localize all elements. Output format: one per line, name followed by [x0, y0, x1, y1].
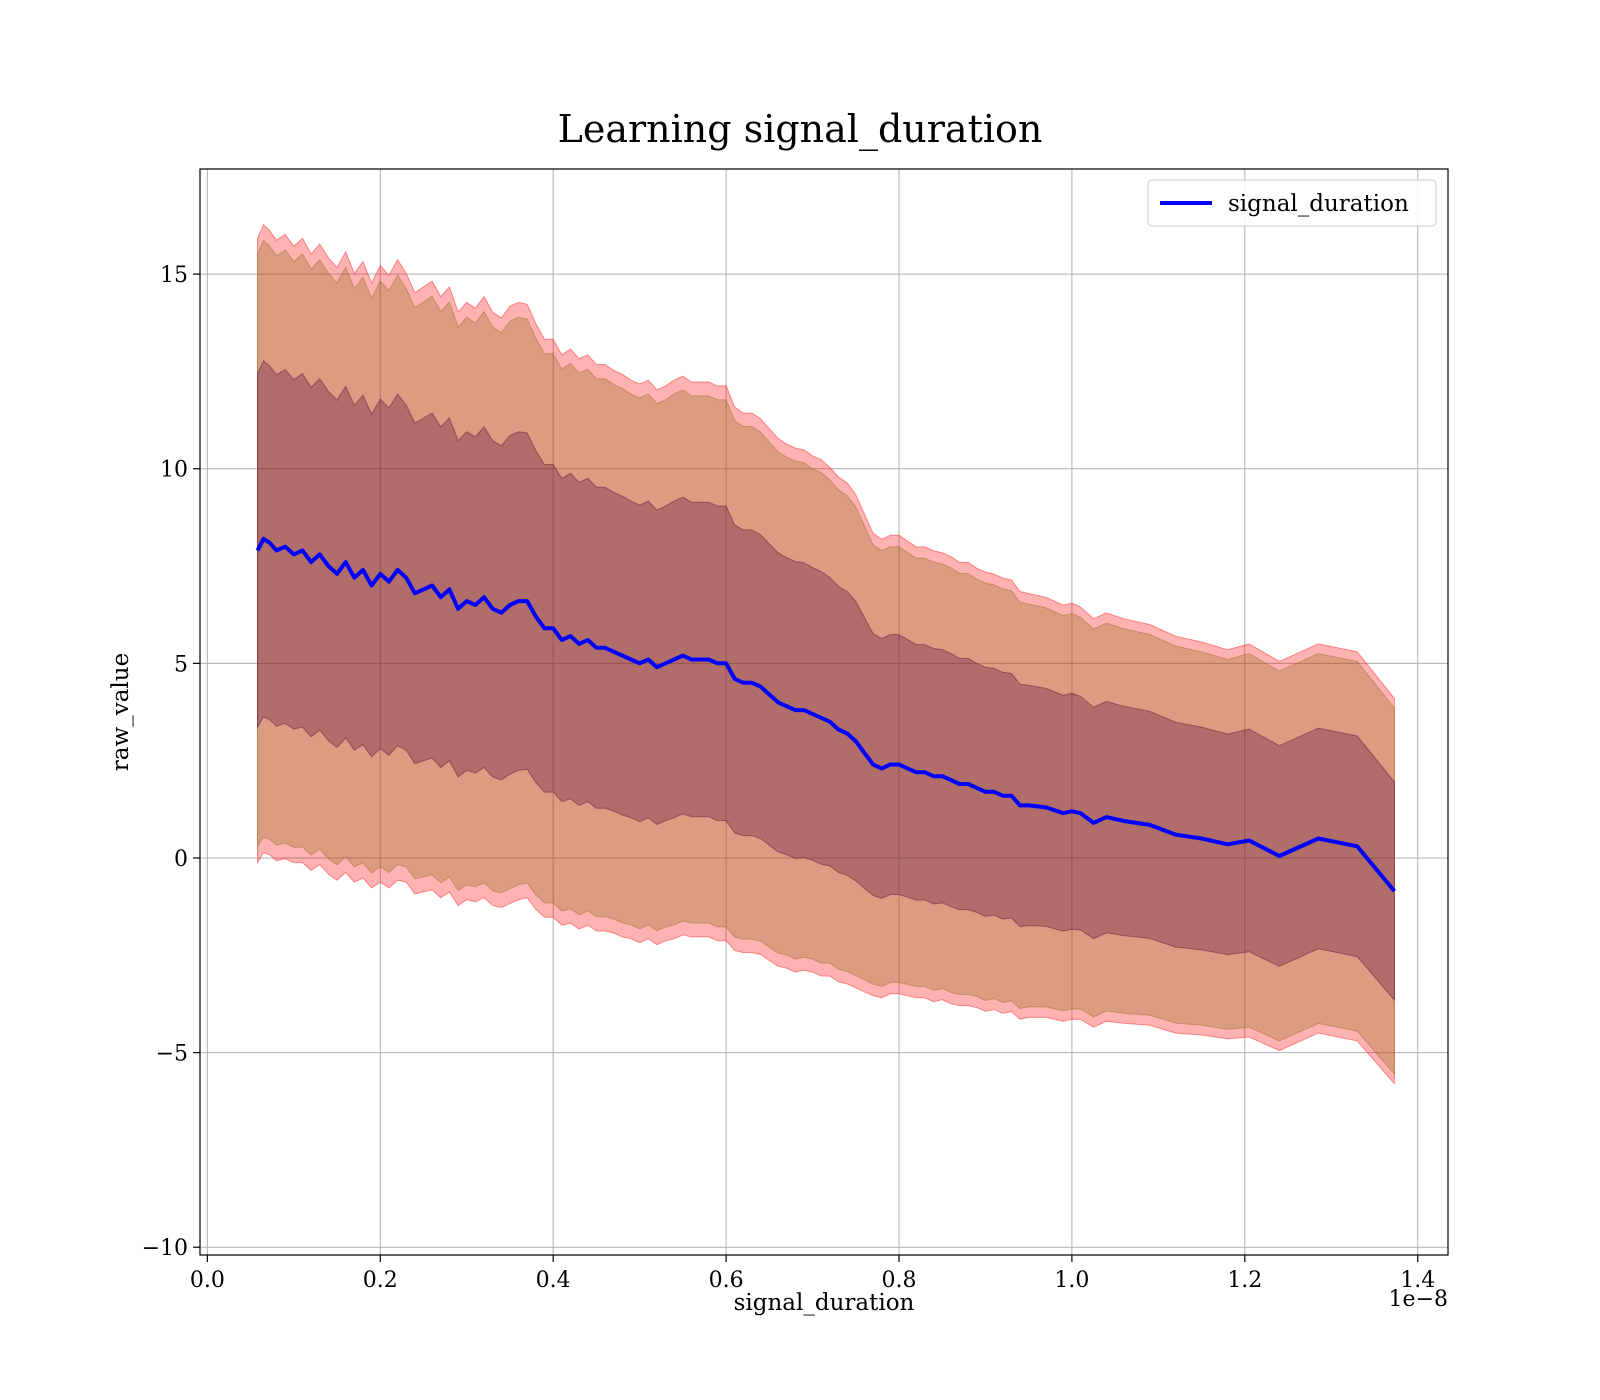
axis-ticks: 0.0 0.2 0.4 0.6 0.8 1.0 1.2 1.4 −10 −5 0 5 10 15 — [142, 263, 1436, 1293]
confidence-bands — [257, 223, 1395, 1086]
band-middle — [257, 239, 1395, 1076]
x-tick-label-7: 1.4 — [1400, 1268, 1435, 1293]
band-inner — [257, 360, 1395, 1002]
x-tick-label-4: 0.8 — [882, 1268, 917, 1293]
x-tick-label-1: 0.2 — [363, 1268, 398, 1293]
x-axis-label: signal_duration — [734, 1290, 915, 1316]
band-outer — [257, 223, 1395, 1086]
x-tick-label-0: 0.0 — [190, 1268, 225, 1293]
x-tick-label-3: 0.6 — [709, 1268, 744, 1293]
plot-area-frame — [199, 168, 1449, 1256]
y-tick-label-5: 15 — [160, 263, 188, 288]
legend-box — [1147, 179, 1437, 227]
y-tick-label-1: −5 — [156, 1042, 188, 1067]
chart-title: Learning signal_duration — [558, 107, 1043, 152]
x-tick-label-2: 0.4 — [536, 1268, 571, 1293]
legend-entry-label: signal_duration — [1228, 191, 1409, 217]
x-tick-label-5: 1.0 — [1054, 1268, 1089, 1293]
x-tick-label-6: 1.2 — [1227, 1268, 1262, 1293]
y-axis-label: raw_value — [108, 653, 134, 771]
y-tick-label-3: 5 — [174, 652, 188, 677]
y-tick-label-4: 10 — [160, 458, 188, 483]
y-tick-label-2: 0 — [174, 847, 188, 872]
grid — [200, 169, 1448, 1255]
x-axis-offset-label: 1e−8 — [1389, 1287, 1448, 1312]
y-tick-label-0: −10 — [142, 1236, 188, 1261]
legend: signal_duration — [1147, 179, 1437, 227]
series-line-signal-duration — [255, 536, 1396, 893]
line-series — [255, 536, 1396, 893]
